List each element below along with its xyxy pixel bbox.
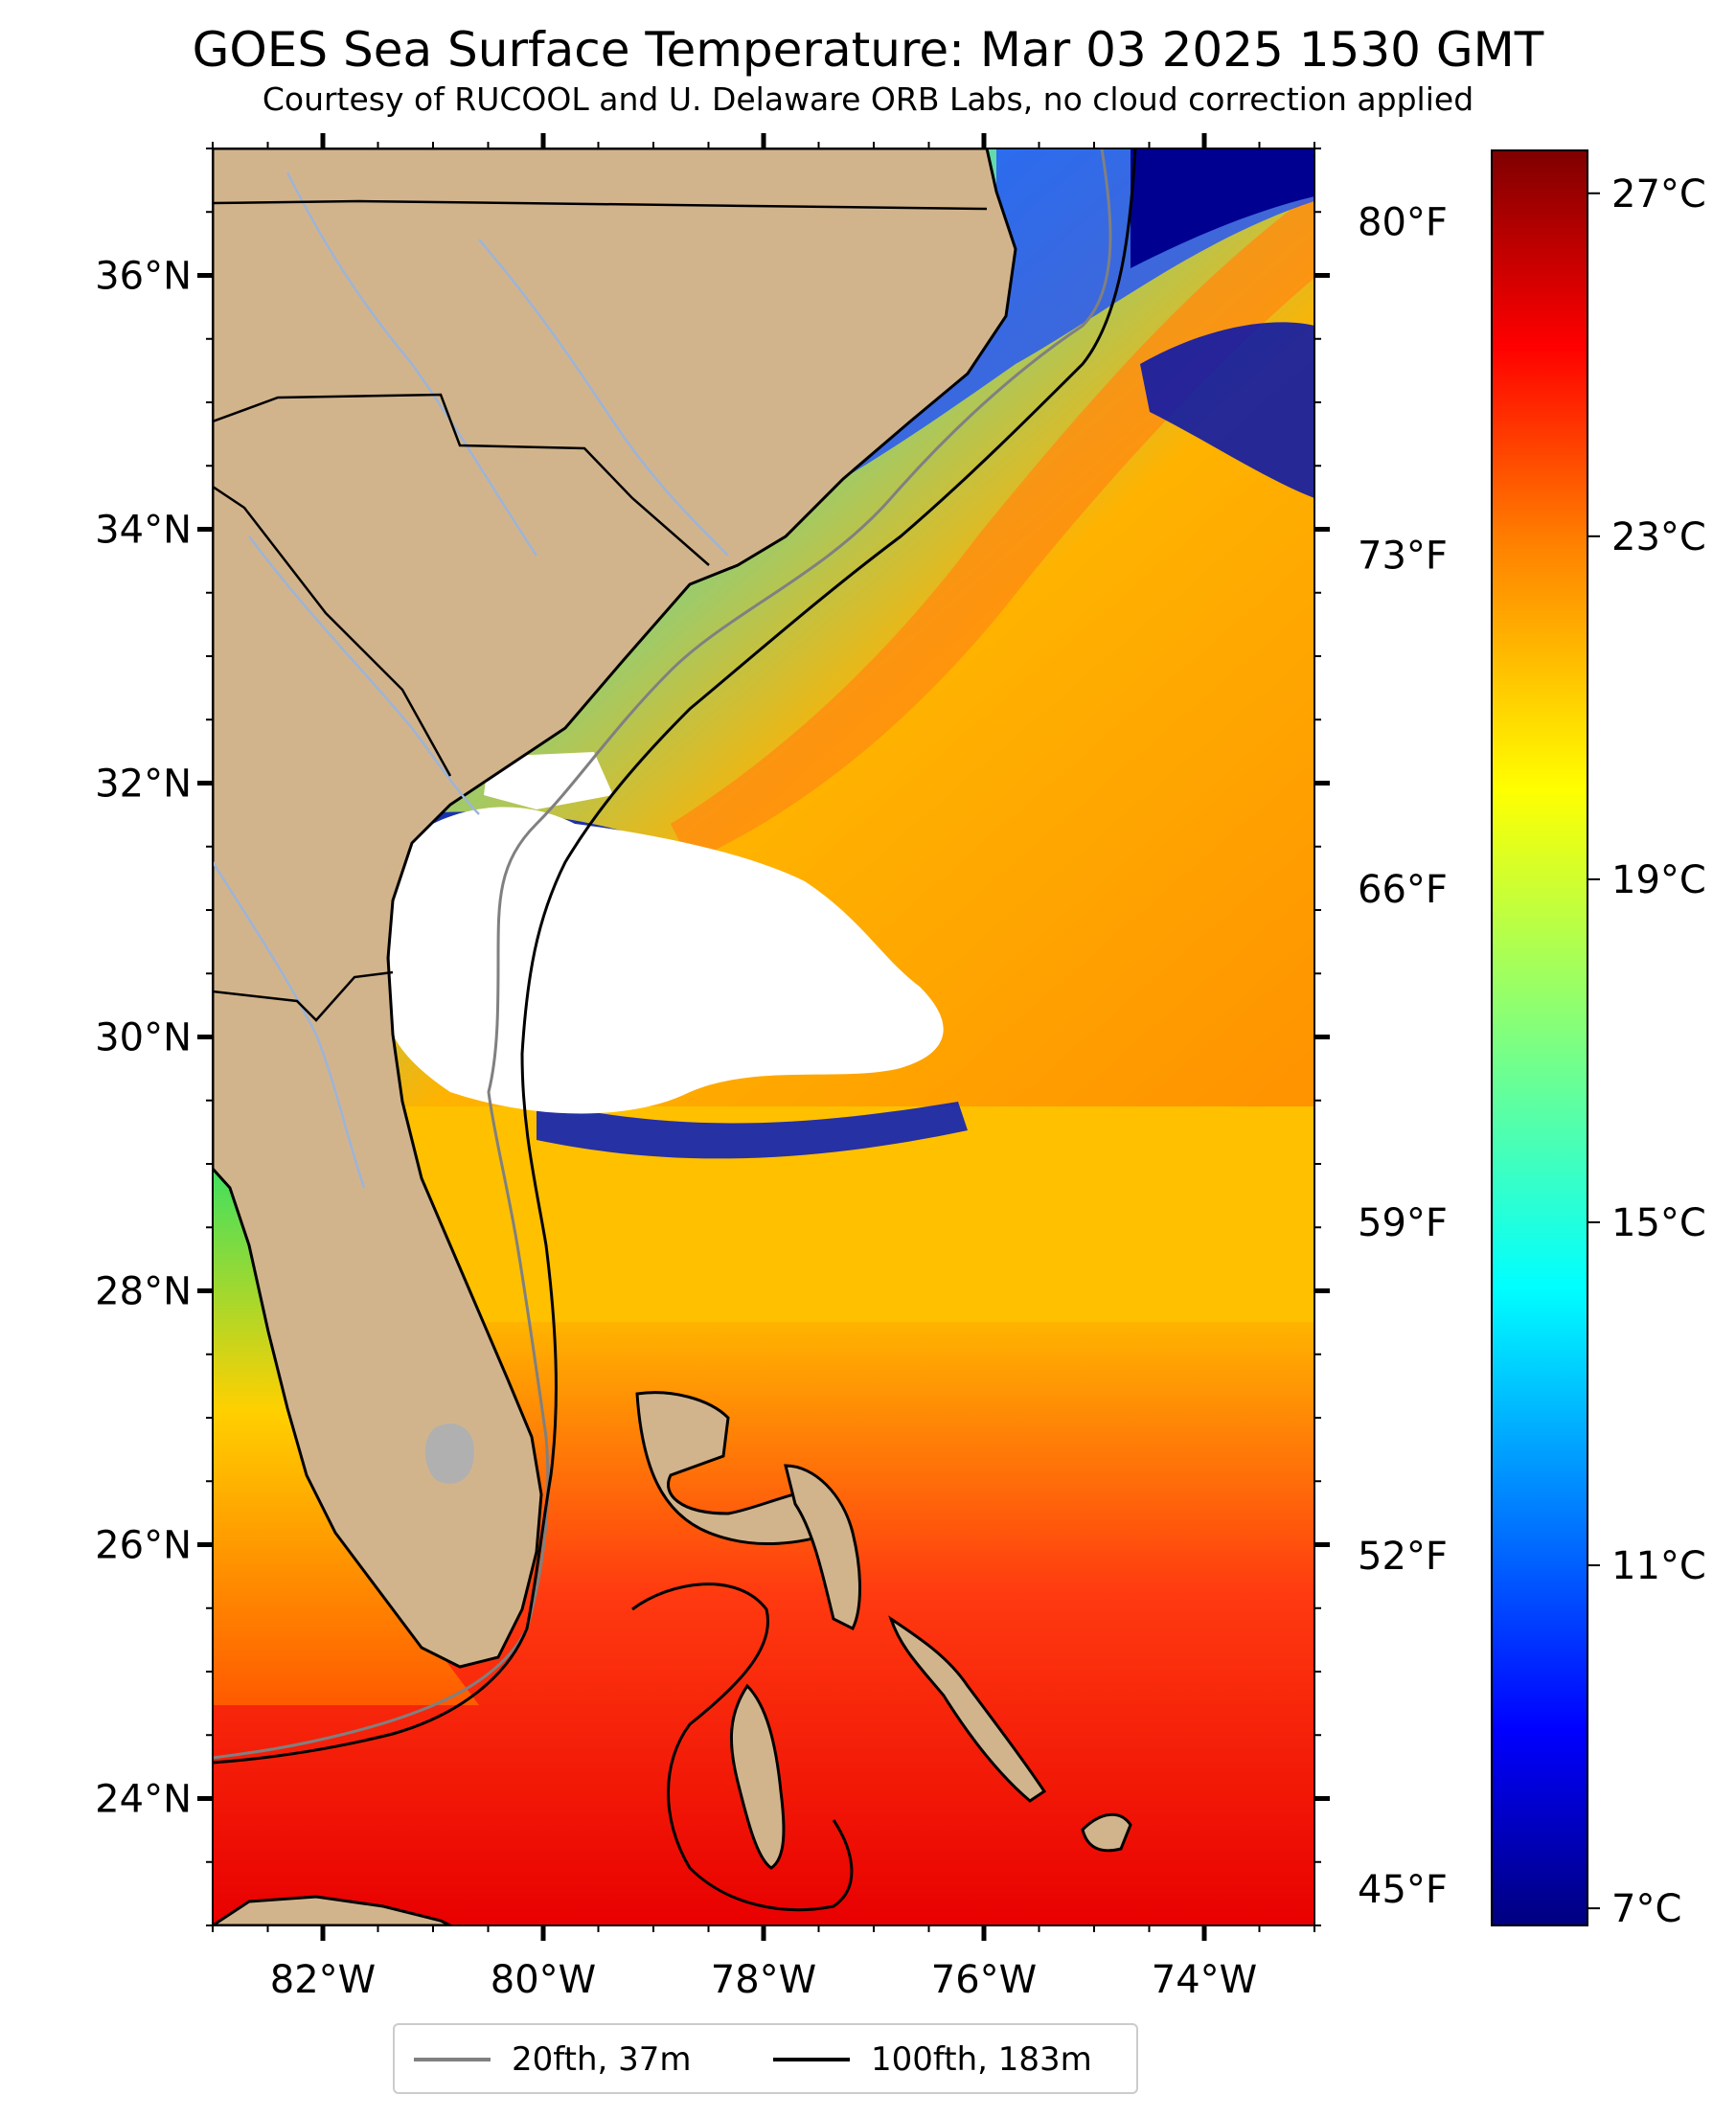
fahrenheit-tick-label: 80°F	[1358, 201, 1448, 245]
legend-label: 20fth, 37m	[512, 2040, 692, 2079]
fahrenheit-tick-label: 59°F	[1358, 1201, 1448, 1245]
cold-streak	[537, 1102, 968, 1159]
colorbar	[1491, 149, 1588, 1926]
isobath-legend: 20fth, 37m 100fth, 183m	[393, 2023, 1138, 2094]
lon-tick-label: 80°W	[491, 1958, 596, 2002]
land-cuba	[213, 1895, 451, 1925]
river	[478, 239, 729, 557]
legend-item-100fth: 100fth, 183m	[773, 2040, 1092, 2079]
river	[213, 861, 366, 1189]
lon-tick-label: 76°W	[931, 1958, 1037, 2002]
island-exumas	[1081, 1812, 1132, 1853]
lat-tick-label: 36°N	[95, 255, 192, 299]
lat-tick-label: 24°N	[95, 1778, 192, 1822]
island-abaco	[784, 1464, 861, 1631]
island-grand-bahama-abaco	[635, 1391, 835, 1546]
cold-eddy-east	[1140, 322, 1314, 498]
island-andros	[730, 1683, 786, 1870]
state-border-ga-fl	[213, 970, 394, 1022]
lon-tick-label: 82°W	[270, 1958, 376, 2002]
lon-tick-label: 78°W	[711, 1958, 816, 2002]
colorbar-axes: 7°C 11°C 15°C 19°C 23°C 27°C	[1588, 172, 1706, 1931]
cold-water-north	[1131, 148, 1314, 268]
legend-item-20fth: 20fth, 37m	[414, 2040, 692, 2079]
lat-tick-label: 28°N	[95, 1270, 192, 1314]
cloud-mask-small	[484, 752, 613, 809]
island-eleuthera	[888, 1615, 1047, 1803]
lake-okeechobee	[424, 1423, 474, 1484]
figure-subtitle: Courtesy of RUCOOL and U. Delaware ORB L…	[262, 80, 1474, 118]
legend-label: 100fth, 183m	[871, 2040, 1092, 2079]
map-panel	[213, 148, 1314, 1925]
colorbar-tick-label: 11°C	[1611, 1544, 1706, 1588]
state-border-nc-sc	[213, 393, 710, 566]
fahrenheit-tick-label: 52°F	[1358, 1535, 1448, 1579]
legend-swatch-100fth	[773, 2058, 850, 2061]
isobath-100fth	[213, 148, 1137, 1765]
colorbar-tick-label: 23°C	[1611, 515, 1706, 559]
figure-title: GOES Sea Surface Temperature: Mar 03 202…	[192, 22, 1544, 78]
lat-tick-label: 34°N	[95, 509, 192, 553]
colorbar-tick-label: 15°C	[1611, 1201, 1706, 1245]
lat-tick-label: 26°N	[95, 1524, 192, 1568]
river	[286, 171, 538, 557]
lon-tick-label: 74°W	[1152, 1958, 1257, 2002]
gulf-of-mexico	[213, 1169, 479, 1705]
colorbar-tick-label: 19°C	[1611, 858, 1706, 902]
state-border-va-nc	[213, 199, 988, 211]
colorbar-tick-label: 27°C	[1611, 172, 1706, 216]
fahrenheit-tick-label: 73°F	[1358, 535, 1448, 579]
colorbar-tick-label: 7°C	[1611, 1887, 1681, 1931]
fahrenheit-tick-label: 45°F	[1358, 1868, 1448, 1912]
river	[248, 535, 480, 815]
land-mainland	[213, 148, 1017, 1669]
lat-tick-label: 32°N	[95, 763, 192, 807]
fahrenheit-tick-label: 66°F	[1358, 868, 1448, 912]
legend-swatch-20fth	[414, 2058, 491, 2061]
cloud-mask	[390, 807, 944, 1114]
state-border-sc-ga	[213, 485, 452, 777]
lat-tick-label: 30°N	[95, 1016, 192, 1060]
isobath-100fth-bahamas	[631, 1583, 854, 1912]
map-axes: 82°W 80°W 78°W 76°W 74°W 24°N 26°N 28°N 30°N 32°N…	[95, 133, 1448, 2002]
